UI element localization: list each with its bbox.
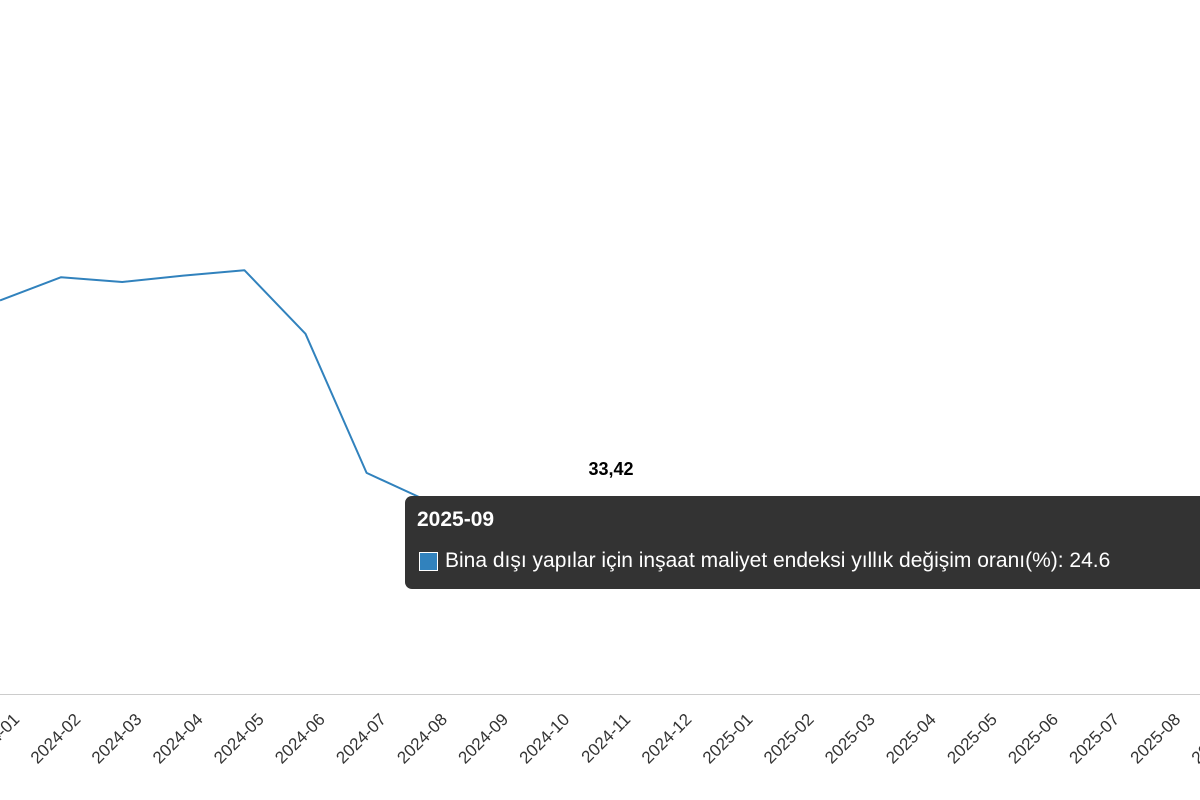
data-point[interactable] (0, 294, 6, 306)
data-point[interactable] (116, 276, 128, 288)
x-tick-label: 2025-03 (821, 710, 879, 768)
data-point[interactable] (55, 271, 67, 283)
tooltip-series-label: Bina dışı yapılar için inşaat maliyet en… (445, 549, 1111, 572)
label-layer: 33,42 (588, 459, 633, 479)
x-tick-label: 2024-07 (332, 710, 390, 768)
x-tick-label: 2025-05 (943, 710, 1001, 768)
x-tick-label: 2024-09 (455, 710, 513, 768)
data-point[interactable] (177, 270, 189, 282)
x-tick-label: 2024-12 (638, 710, 696, 768)
x-tick-label: 2024-02 (27, 710, 85, 768)
chart-tooltip: 2025-09 Bina dışı yapılar için inşaat ma… (405, 496, 1200, 589)
x-tick-label: 2024-04 (149, 710, 207, 768)
x-tick-label: 2024-10 (516, 710, 574, 768)
x-tick-label: 2025-02 (760, 710, 818, 768)
data-point[interactable] (300, 328, 312, 340)
data-point[interactable] (238, 264, 250, 276)
x-tick-label: 2025-07 (1066, 710, 1124, 768)
x-tick-label: 2025-01 (699, 710, 757, 768)
x-tick-label: 2025-06 (1004, 710, 1062, 768)
axis-layer: 2024-01 2024-02 2024-03 2024-04 2024-05 2024-… (0, 694, 1200, 768)
x-tick-label: 2025-09 (1188, 710, 1200, 768)
x-tick-label: 2024-01 (0, 710, 23, 768)
x-tick-label: 2024-08 (393, 710, 451, 768)
x-tick-label: 2024-06 (271, 710, 329, 768)
tooltip-series-swatch (419, 551, 438, 571)
x-tick-label: 2024-05 (210, 710, 268, 768)
highlighted-value-label: 33,42 (588, 459, 633, 479)
x-tick-label: 2024-11 (578, 710, 635, 767)
x-tick-label: 2025-04 (882, 710, 940, 768)
x-tick-label: 2025-08 (1127, 710, 1185, 768)
tooltip-title: 2025-09 (417, 508, 495, 531)
tooltip-series-row: Bina dışı yapılar için inşaat maliyet en… (419, 549, 1110, 573)
x-tick-label: 2024-03 (88, 710, 146, 768)
data-point[interactable] (361, 467, 373, 479)
